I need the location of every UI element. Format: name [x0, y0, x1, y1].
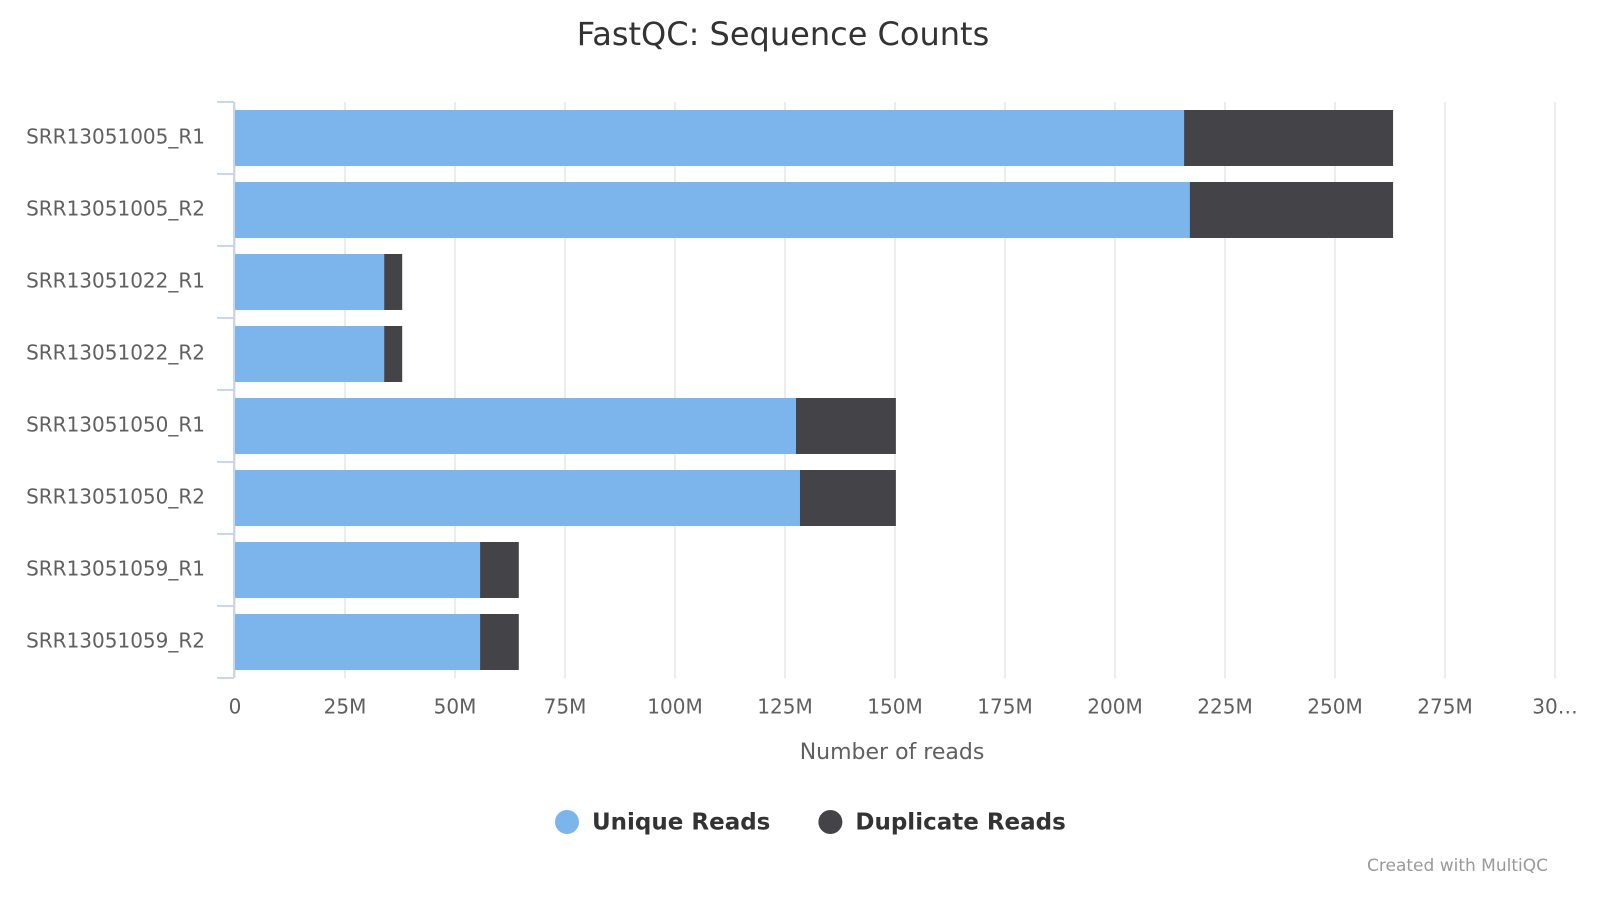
x-tick-label: 150M: [867, 695, 922, 719]
x-tick-label: 100M: [647, 695, 702, 719]
x-tick-label: 175M: [977, 695, 1032, 719]
bar-segment: [235, 614, 481, 670]
y-tick-label: SRR13051059_R1: [26, 557, 205, 581]
x-axis-label: Number of reads: [800, 740, 985, 765]
bar-segment: [1184, 110, 1394, 166]
x-tick-label: 250M: [1307, 695, 1362, 719]
bar-segment: [235, 326, 385, 382]
x-tick-label: 25M: [324, 695, 367, 719]
bar-segment: [480, 542, 519, 598]
x-tick-label: 125M: [757, 695, 812, 719]
bar-segment: [796, 398, 896, 454]
bar-segment: [235, 542, 481, 598]
chart-title: FastQC: Sequence Counts: [577, 15, 990, 53]
bar-segment: [480, 614, 519, 670]
bar-segment: [235, 254, 385, 310]
y-tick-label: SRR13051005_R1: [26, 125, 205, 149]
x-tick-label: 30…: [1532, 695, 1577, 719]
legend-label[interactable]: Unique Reads: [592, 810, 770, 836]
y-tick-label: SRR13051022_R1: [26, 269, 205, 293]
y-tick-label: SRR13051005_R2: [26, 197, 205, 221]
x-tick-label: 225M: [1197, 695, 1252, 719]
y-tick-label: SRR13051059_R2: [26, 629, 205, 653]
y-tick-label: SRR13051022_R2: [26, 341, 205, 365]
legend-label[interactable]: Duplicate Reads: [855, 810, 1065, 836]
bar-segment: [235, 398, 796, 454]
x-tick-label: 0: [229, 695, 242, 719]
x-tick-label: 50M: [434, 695, 477, 719]
bar-segment: [799, 470, 896, 526]
x-tick-label: 200M: [1087, 695, 1142, 719]
bar-segment: [1189, 182, 1394, 238]
credit: Created with MultiQC: [1367, 856, 1548, 876]
bar-segment: [384, 254, 403, 310]
x-tick-label: 75M: [544, 695, 587, 719]
bar-segment: [235, 470, 800, 526]
bar-segment: [384, 326, 403, 382]
legend-marker[interactable]: [818, 810, 843, 834]
bar-segment: [235, 182, 1190, 238]
x-tick-label: 275M: [1417, 695, 1472, 719]
bar-segment: [235, 110, 1185, 166]
y-tick-label: SRR13051050_R1: [26, 413, 205, 437]
legend-marker[interactable]: [555, 810, 579, 834]
y-tick-label: SRR13051050_R2: [26, 485, 205, 509]
